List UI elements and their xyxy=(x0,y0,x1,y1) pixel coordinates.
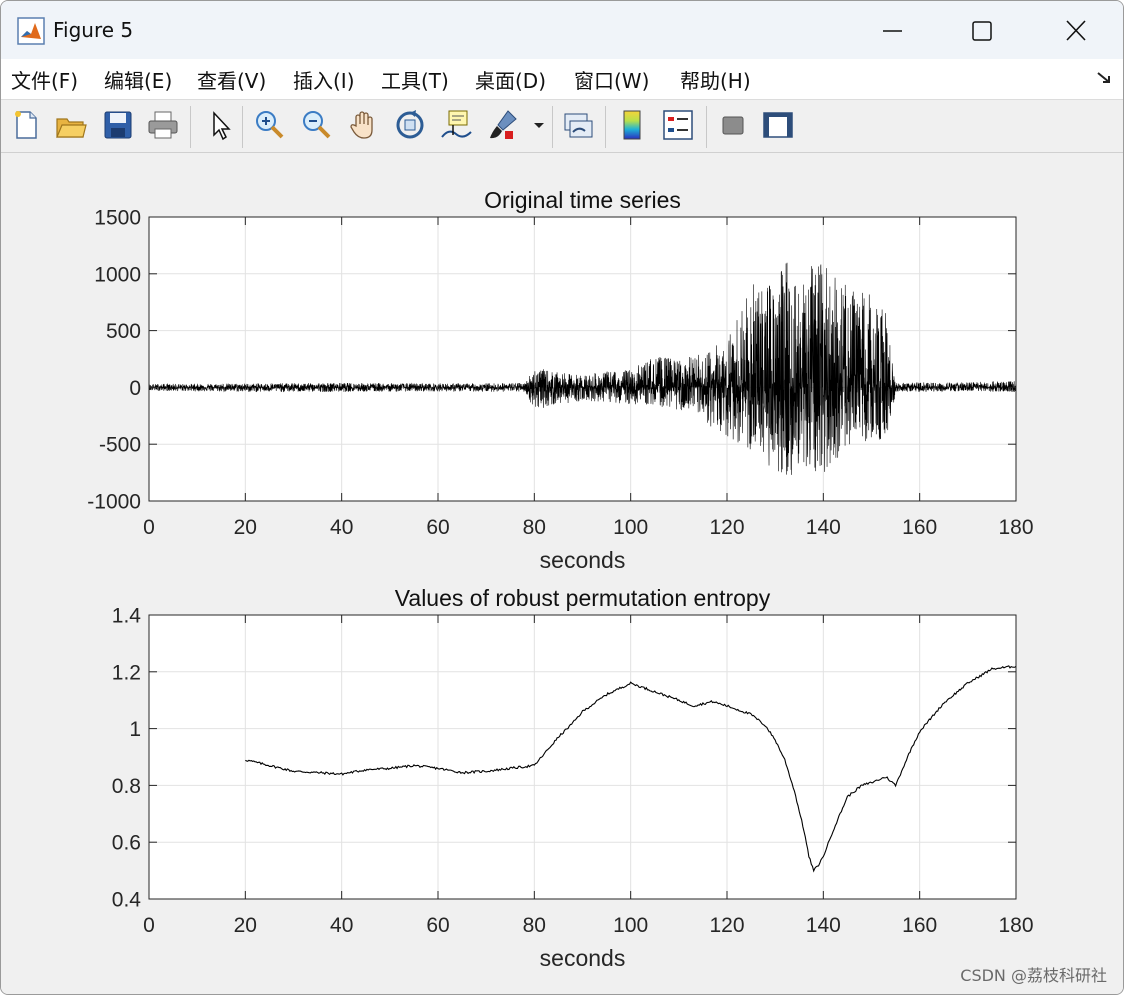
y-tick-label: 1 xyxy=(129,718,141,741)
data-cursor-icon[interactable] xyxy=(439,108,473,142)
axes-box xyxy=(148,216,1017,502)
toolbar-separator xyxy=(706,106,707,148)
maximize-icon xyxy=(972,21,992,41)
menu-file[interactable]: 文件(F) xyxy=(11,69,79,93)
brush-dropdown-icon[interactable] xyxy=(529,108,549,142)
x-tick-label: 60 xyxy=(426,914,449,937)
maximize-button[interactable] xyxy=(959,11,1005,51)
pan-hand-icon[interactable] xyxy=(347,108,381,142)
print-icon[interactable] xyxy=(146,108,180,142)
x-tick-label: 80 xyxy=(523,914,546,937)
close-button[interactable] xyxy=(1053,11,1099,51)
x-tick-label: 140 xyxy=(806,516,841,539)
link-plot-icon[interactable] xyxy=(561,108,595,142)
y-tick-label: 0.4 xyxy=(112,889,142,912)
menu-window[interactable]: 窗口(W) xyxy=(574,69,650,93)
tick-marks xyxy=(148,216,1017,502)
rotate-3d-icon[interactable] xyxy=(393,108,427,142)
y-tick-label: 1.4 xyxy=(112,605,142,628)
window-title: Figure 5 xyxy=(53,18,134,42)
axes-background xyxy=(149,217,1016,501)
y-tick-label: 1500 xyxy=(94,207,141,230)
x-tick-label: 160 xyxy=(902,516,937,539)
x-tick-label: 0 xyxy=(143,914,155,937)
minimize-button[interactable] xyxy=(869,11,915,51)
x-tick-label: 160 xyxy=(902,914,937,937)
y-tick-label: -1000 xyxy=(87,491,141,514)
toolbar-separator xyxy=(190,106,191,148)
y-tick-label: 1000 xyxy=(94,263,141,286)
y-tick-label: 500 xyxy=(106,320,141,343)
x-tick-label: 0 xyxy=(143,516,155,539)
y-tick-label: -500 xyxy=(99,434,141,457)
menu-tools[interactable]: 工具(T) xyxy=(381,69,449,93)
select-arrow-icon[interactable] xyxy=(203,108,237,142)
open-file-icon[interactable] xyxy=(54,108,88,142)
show-plot-tools-icon[interactable] xyxy=(761,108,795,142)
x-tick-label: 60 xyxy=(426,516,449,539)
x-tick-label: 180 xyxy=(998,914,1033,937)
colorbar-icon[interactable] xyxy=(615,108,649,142)
toolbar-separator xyxy=(605,106,606,148)
toolbar-separator xyxy=(242,106,243,148)
y-tick-label: 0 xyxy=(129,377,141,400)
axes-background xyxy=(149,615,1016,899)
axes-permutation-entropy[interactable]: Values of robust permutation entropy sec… xyxy=(112,585,1034,971)
toolbar-separator xyxy=(552,106,553,148)
axes-original-time-series[interactable]: Original time series seconds 0 20 40 60 … xyxy=(87,187,1033,573)
x-tick-label: 120 xyxy=(709,914,744,937)
plot-area: Original time series seconds 0 20 40 60 … xyxy=(87,187,1034,971)
y-tick-label: 1.2 xyxy=(112,661,141,684)
menu-edit[interactable]: 编辑(E) xyxy=(104,69,173,93)
matlab-logo-icon xyxy=(17,17,45,45)
menu-view[interactable]: 查看(V) xyxy=(197,69,267,93)
minimize-icon xyxy=(883,30,902,32)
x-tick-label: 100 xyxy=(613,516,648,539)
axes-box xyxy=(148,614,1017,900)
tick-marks xyxy=(148,614,1017,900)
x-tick-label: 120 xyxy=(709,516,744,539)
save-icon[interactable] xyxy=(101,108,135,142)
zoom-in-icon[interactable] xyxy=(253,108,287,142)
x-tick-label: 80 xyxy=(523,516,546,539)
menu-insert[interactable]: 插入(I) xyxy=(293,69,355,93)
chart-title: Values of robust permutation entropy xyxy=(395,585,771,611)
menu-desktop[interactable]: 桌面(D) xyxy=(475,69,547,93)
entropy-series-line xyxy=(245,665,1017,873)
x-tick-label: 140 xyxy=(806,914,841,937)
x-axis-label: seconds xyxy=(540,547,626,573)
x-axis-label: seconds xyxy=(540,945,626,971)
title-bar: Figure 5 xyxy=(1,1,1123,59)
x-tick-label: 40 xyxy=(330,516,353,539)
x-tick-label: 180 xyxy=(998,516,1033,539)
signal-series-line xyxy=(148,262,1017,475)
watermark-text: CSDN @荔枝科研社 xyxy=(960,966,1107,985)
hide-plot-tools-icon[interactable] xyxy=(716,108,750,142)
menu-bar: 文件(F) 编辑(E) 查看(V) 插入(I) 工具(T) 桌面(D) 窗口(W… xyxy=(1,59,1123,99)
legend-icon[interactable] xyxy=(661,108,695,142)
x-tick-label: 100 xyxy=(613,914,648,937)
chart-title: Original time series xyxy=(484,187,681,213)
figure-canvas: Original time series seconds 0 20 40 60 … xyxy=(1,153,1123,994)
dock-arrow-icon[interactable] xyxy=(1095,69,1113,87)
menu-help[interactable]: 帮助(H) xyxy=(680,69,751,93)
x-tick-label: 40 xyxy=(330,914,353,937)
new-figure-icon[interactable] xyxy=(9,108,43,142)
zoom-out-icon[interactable] xyxy=(300,108,334,142)
x-tick-label: 20 xyxy=(234,516,257,539)
brush-icon[interactable] xyxy=(486,108,520,142)
y-tick-label: 0.8 xyxy=(112,775,141,798)
toolbar xyxy=(1,99,1123,153)
x-tick-label: 20 xyxy=(234,914,257,937)
y-tick-label: 0.6 xyxy=(112,832,141,855)
close-icon xyxy=(1066,20,1086,41)
